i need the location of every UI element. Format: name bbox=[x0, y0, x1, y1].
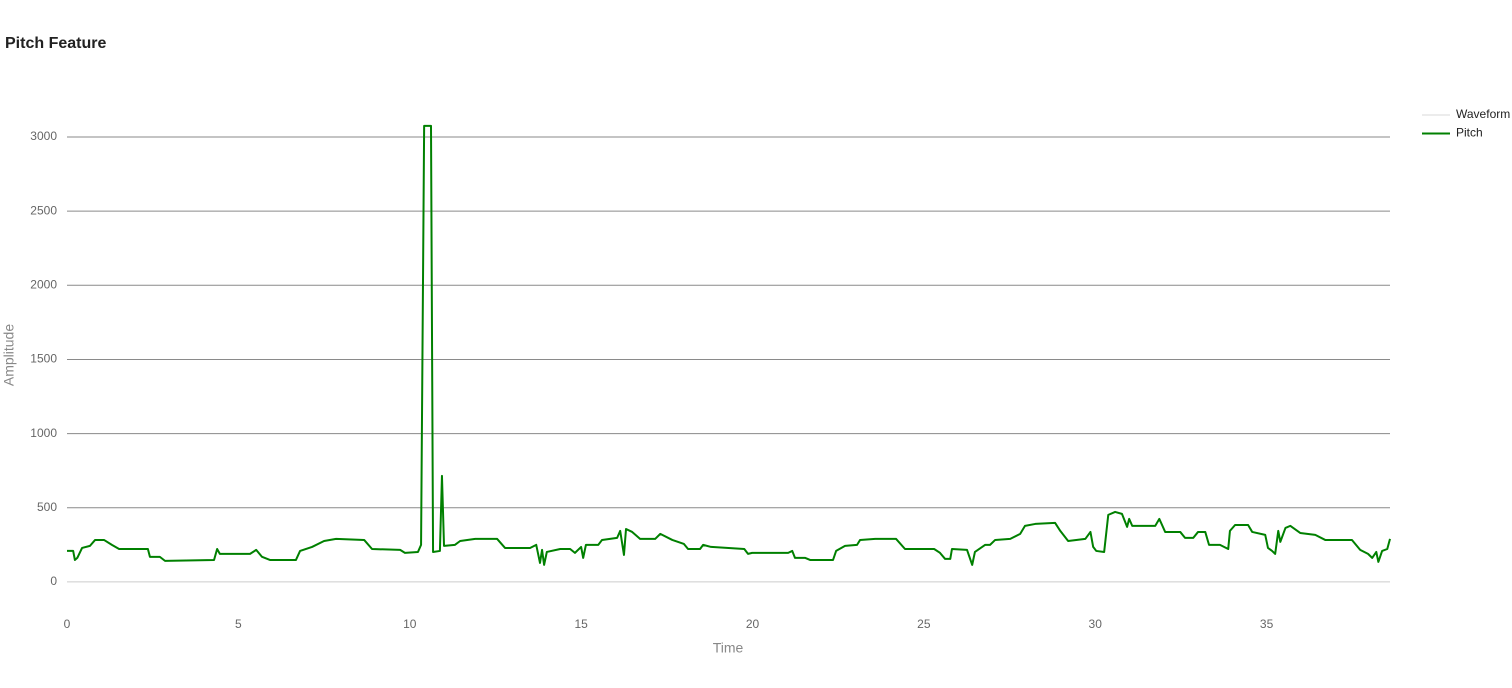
legend-label: Waveform bbox=[1456, 107, 1510, 121]
x-tick-label: 25 bbox=[917, 617, 931, 631]
y-tick-label: 1000 bbox=[30, 426, 57, 440]
x-tick-label: 35 bbox=[1260, 617, 1274, 631]
y-tick-label: 0 bbox=[50, 574, 57, 588]
chart-title: Pitch Feature bbox=[5, 35, 106, 52]
y-tick-label: 500 bbox=[37, 500, 57, 514]
y-tick-label: 2500 bbox=[30, 203, 57, 217]
x-tick-label: 30 bbox=[1089, 617, 1103, 631]
y-tick-label: 2000 bbox=[30, 277, 57, 291]
x-tick-label: 15 bbox=[574, 617, 588, 631]
x-tick-label: 0 bbox=[64, 617, 71, 631]
line-series bbox=[67, 124, 1391, 566]
legend-label: Pitch bbox=[1456, 126, 1483, 140]
y-tick-label: 1500 bbox=[30, 352, 57, 366]
x-tick-label: 20 bbox=[746, 617, 760, 631]
x-axis-title: Time bbox=[713, 640, 744, 656]
y-tick-label: 3000 bbox=[30, 129, 57, 143]
y-axis-title: Amplitude bbox=[1, 324, 17, 386]
x-tick-label: 5 bbox=[235, 617, 242, 631]
x-tick-label: 10 bbox=[403, 617, 417, 631]
